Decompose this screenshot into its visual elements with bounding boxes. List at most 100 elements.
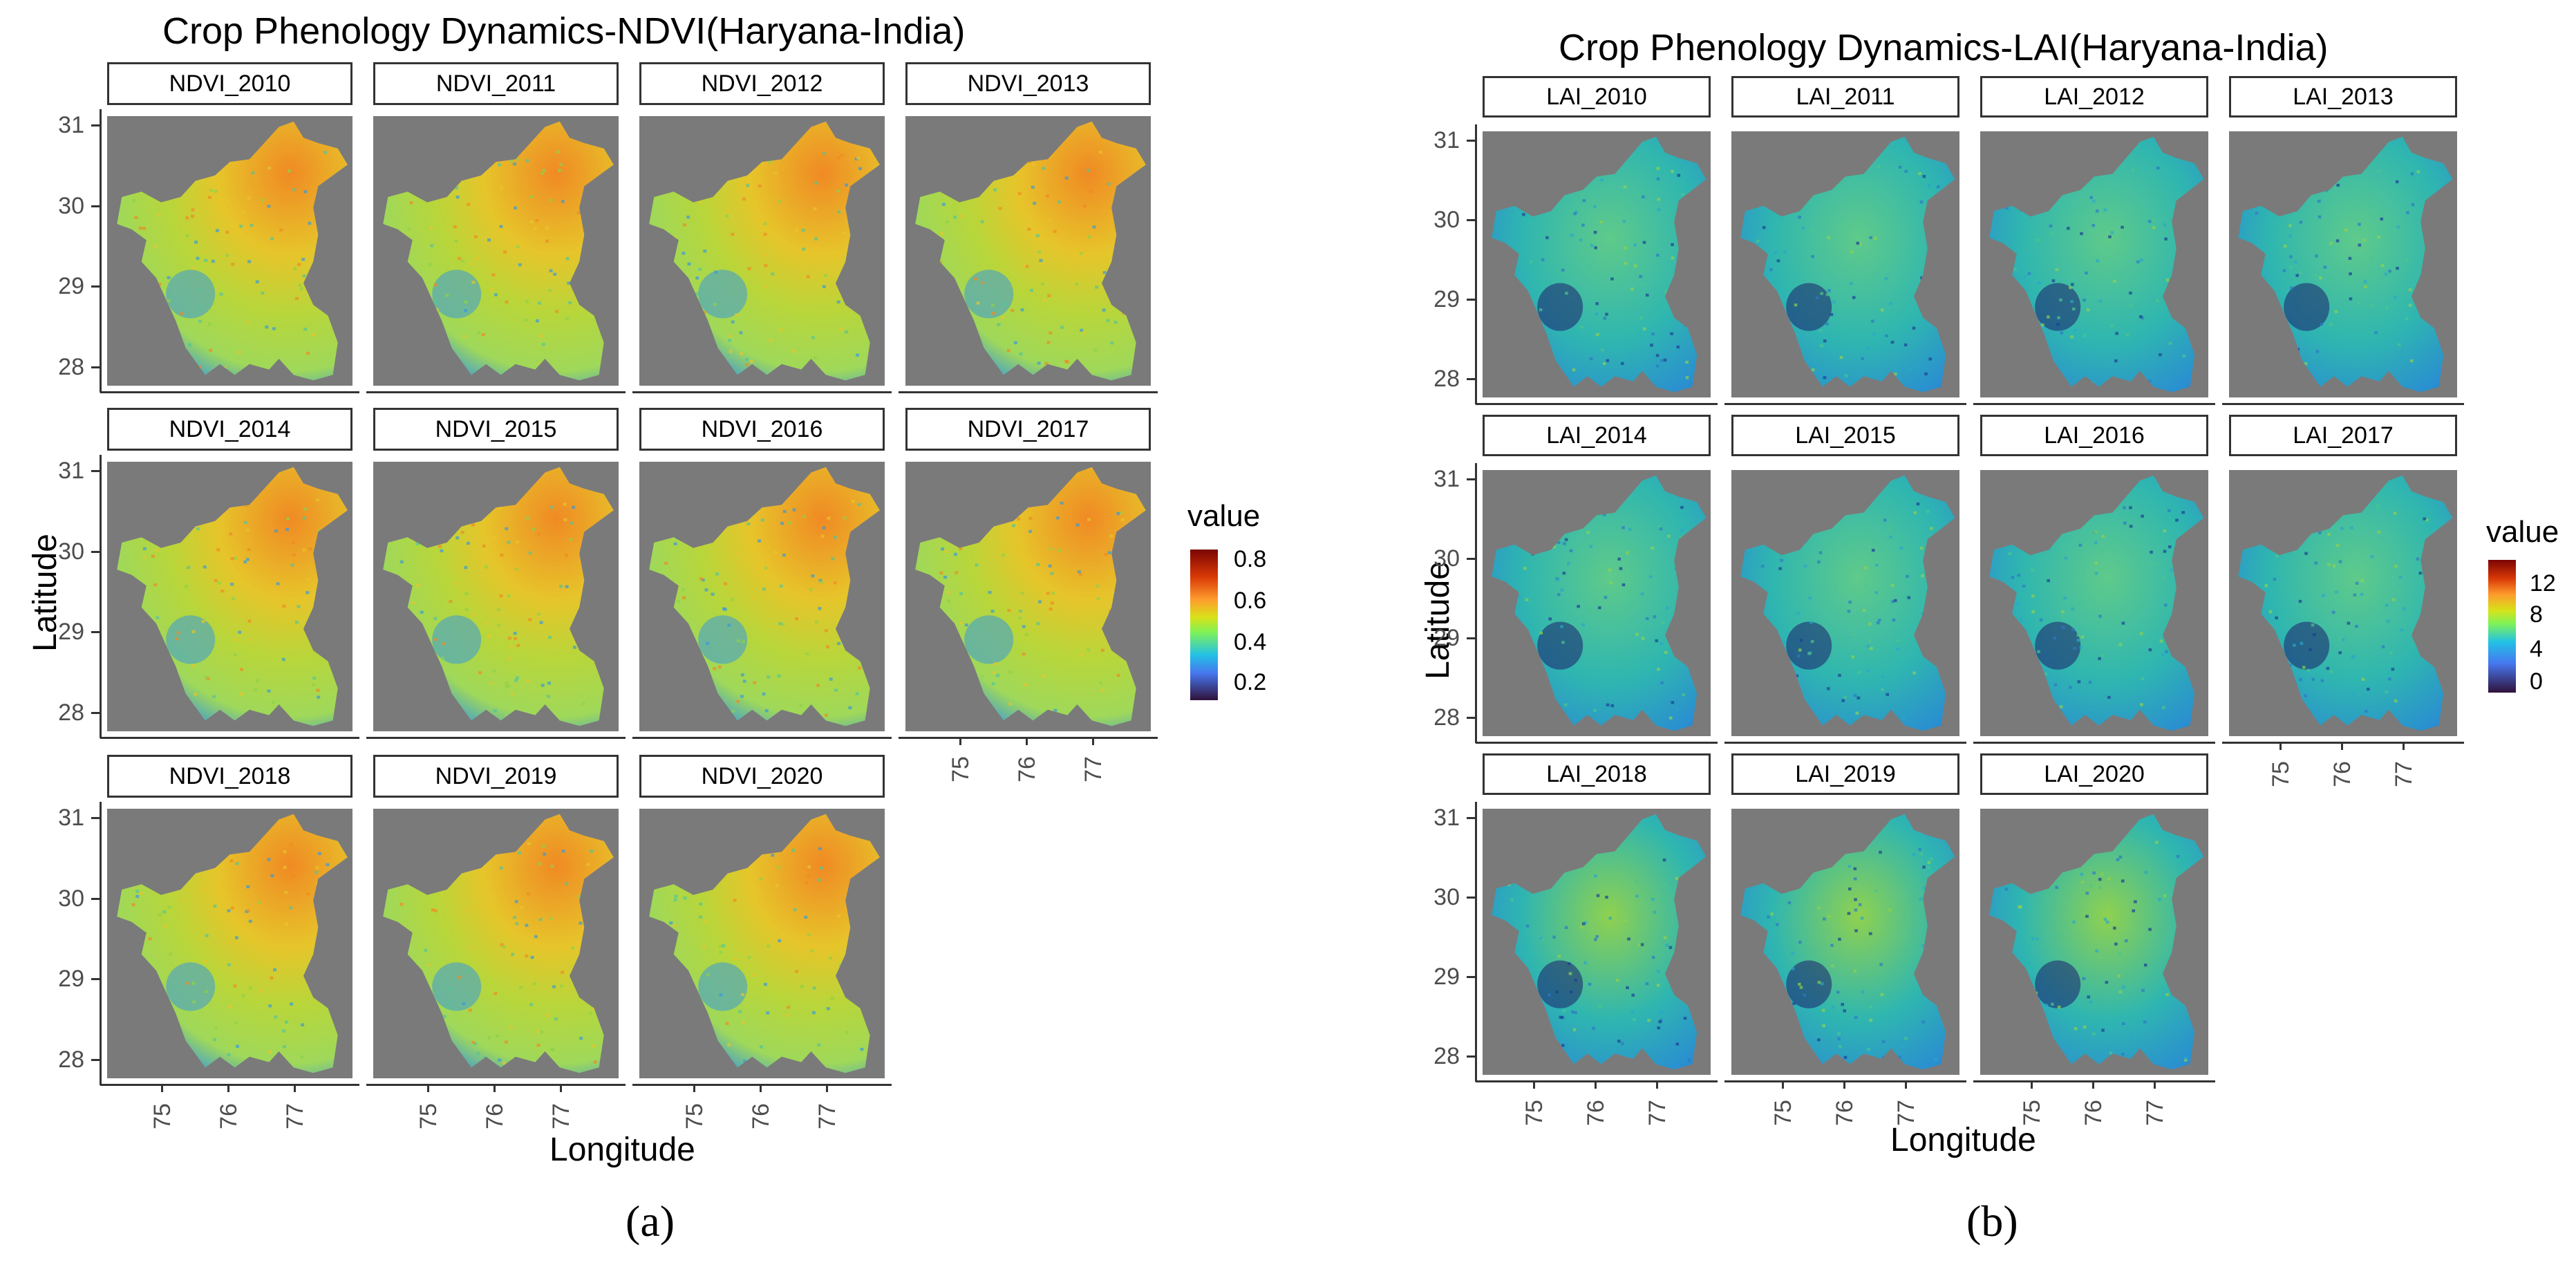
- pixel-speckle: [1603, 317, 1607, 320]
- pixel-speckle: [703, 250, 707, 253]
- pixel-speckle: [1687, 1058, 1691, 1062]
- pixel-speckle: [1645, 617, 1649, 621]
- pixel-speckle: [1560, 625, 1563, 628]
- pixel-speckle: [303, 507, 307, 511]
- y-tick-label: 30: [58, 192, 84, 219]
- pixel-speckle: [1532, 651, 1536, 655]
- pixel-speckle: [1647, 1019, 1651, 1022]
- pixel-speckle: [2335, 239, 2340, 243]
- pixel-speckle: [157, 213, 161, 217]
- pixel-speckle: [267, 205, 271, 208]
- pixel-speckle: [1760, 257, 1765, 261]
- pixel-speckle: [2365, 709, 2368, 713]
- pixel-speckle: [1760, 280, 1764, 283]
- pixel-speckle: [950, 713, 955, 717]
- low-value-patch: [1537, 283, 1583, 331]
- pixel-speckle: [1664, 650, 1668, 655]
- pixel-speckle: [745, 858, 749, 862]
- pixel-speckle: [709, 1031, 713, 1034]
- pixel-speckle: [2320, 679, 2324, 682]
- pixel-speckle: [936, 645, 939, 648]
- pixel-speckle: [209, 189, 214, 192]
- pixel-speckle: [2253, 613, 2257, 617]
- pixel-speckle: [1924, 632, 1928, 635]
- pixel-speckle: [302, 516, 306, 520]
- pixel-speckle: [399, 560, 404, 564]
- pixel-speckle: [1557, 593, 1561, 597]
- pixel-speckle: [1569, 549, 1573, 552]
- pixel-speckle: [298, 283, 302, 287]
- pixel-speckle: [697, 359, 702, 363]
- pixel-speckle: [1673, 990, 1677, 994]
- pixel-speckle: [1823, 917, 1826, 921]
- pixel-speckle: [2005, 970, 2009, 975]
- pixel-speckle: [1850, 250, 1854, 254]
- pixel-speckle: [1761, 716, 1765, 720]
- pixel-speckle: [538, 862, 542, 865]
- panel-x-axis-line: [2222, 403, 2464, 405]
- pixel-speckle: [673, 236, 677, 240]
- pixel-speckle: [2026, 1006, 2030, 1009]
- pixel-speckle: [508, 657, 512, 661]
- pixel-speckle: [2129, 303, 2133, 307]
- pixel-speckle: [227, 909, 231, 912]
- pixel-speckle: [1657, 198, 1661, 201]
- pixel-speckle: [198, 319, 203, 323]
- pixel-speckle: [462, 1002, 466, 1006]
- pixel-speckle: [134, 216, 138, 219]
- pixel-speckle: [2024, 185, 2027, 189]
- pixel-speckle: [2050, 1002, 2054, 1006]
- low-value-patch: [1786, 621, 1832, 670]
- pixel-speckle: [2304, 552, 2308, 555]
- pixel-speckle: [306, 892, 310, 896]
- y-tick-label: 29: [58, 619, 84, 646]
- pixel-speckle: [1559, 352, 1563, 355]
- pixel-speckle: [193, 693, 197, 696]
- pixel-speckle: [687, 262, 691, 266]
- pixel-speckle: [1873, 236, 1877, 241]
- pixel-speckle: [819, 866, 823, 870]
- pixel-speckle: [683, 223, 687, 227]
- pixel-speckle: [267, 689, 271, 693]
- pixel-speckle: [2182, 354, 2186, 357]
- pixel-speckle: [2391, 598, 2396, 601]
- x-tick-label: 75: [2267, 761, 2294, 787]
- y-tick-mark: [91, 550, 100, 553]
- x-tick-mark: [2153, 1080, 2156, 1089]
- pixel-speckle: [2183, 877, 2187, 881]
- pixel-speckle: [2353, 205, 2357, 209]
- pixel-speckle: [946, 297, 950, 300]
- pixel-speckle: [725, 1022, 729, 1025]
- pixel-speckle: [2076, 639, 2080, 642]
- pixel-speckle: [2033, 666, 2036, 669]
- x-tick-mark: [2402, 742, 2405, 750]
- pixel-speckle: [2393, 512, 2397, 515]
- y-tick-mark: [1467, 378, 1475, 380]
- pixel-speckle: [285, 527, 290, 532]
- pixel-speckle: [2394, 565, 2398, 568]
- x-tick-mark: [1843, 1080, 1845, 1089]
- pixel-speckle: [1605, 895, 1608, 899]
- map-panel-lai-10: [1980, 809, 2208, 1075]
- pixel-speckle: [1921, 574, 1924, 578]
- pixel-speckle: [464, 300, 468, 304]
- pixel-speckle: [1920, 276, 1924, 280]
- pixel-speckle: [2037, 650, 2040, 653]
- pixel-speckle: [322, 597, 326, 600]
- pixel-speckle: [1851, 655, 1855, 659]
- pixel-speckle: [1681, 200, 1685, 205]
- pixel-speckle: [464, 592, 469, 596]
- pixel-speckle: [2180, 653, 2183, 656]
- pixel-speckle: [1838, 673, 1841, 677]
- low-value-patch: [166, 270, 216, 319]
- low-value-patch: [432, 270, 482, 319]
- pixel-speckle: [1510, 176, 1513, 180]
- pixel-speckle: [542, 844, 546, 848]
- pixel-speckle: [1763, 619, 1767, 623]
- pixel-speckle: [857, 503, 861, 506]
- pixel-speckle: [1019, 353, 1023, 356]
- pixel-speckle: [1682, 693, 1686, 697]
- pixel-speckle: [2350, 526, 2353, 529]
- pixel-speckle: [464, 608, 469, 612]
- pixel-speckle: [209, 348, 213, 352]
